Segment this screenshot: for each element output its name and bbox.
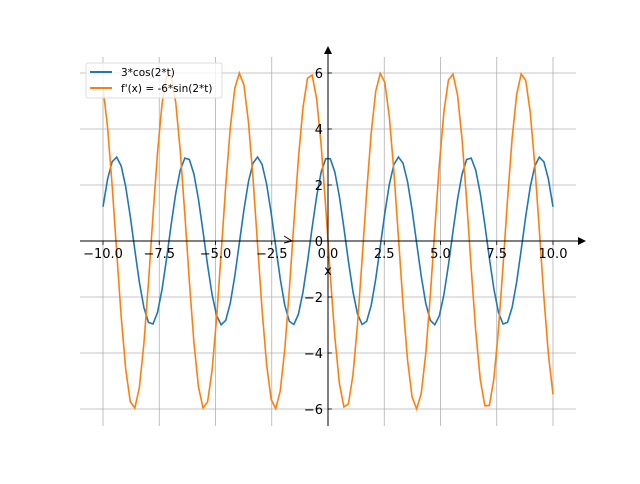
x-axis-label: x [324,264,332,279]
x-tick-label: −2.5 [256,247,288,262]
x-tick-label: 2.5 [374,247,395,262]
small-arrow-icon [283,235,294,244]
y-tick-label: 6 [315,67,323,82]
x-tick-label: 0.0 [318,247,339,262]
axes [80,46,586,426]
y-axis-arrow-icon [324,46,332,54]
y-tick-label: −6 [304,403,323,418]
y-tick-label: −2 [304,291,323,306]
y-tick-label: −4 [304,347,323,362]
x-tick-label: 7.5 [486,247,507,262]
x-tick-label: −10.0 [83,247,123,262]
legend: 3*cos(2*t) f'(x) = -6*sin(2*t) [85,62,223,99]
y-tick-label: 4 [315,123,323,138]
legend-label-1: f'(x) = -6*sin(2*t) [121,83,212,95]
x-tick-label: 10.0 [539,247,568,262]
legend-label-0: 3*cos(2*t) [121,67,175,79]
y-tick-label: 2 [315,179,323,194]
y-tick-label: 0 [315,235,323,250]
x-axis-arrow-icon [578,237,586,245]
x-tick-label: −5.0 [200,247,232,262]
x-tick-label: −7.5 [143,247,175,262]
ticks: −10.0 −7.5 −5.0 −2.5 0.0 2.5 5.0 7.5 10.0 −6 −4 −2 0… [83,67,567,418]
x-tick-label: 5.0 [430,247,451,262]
